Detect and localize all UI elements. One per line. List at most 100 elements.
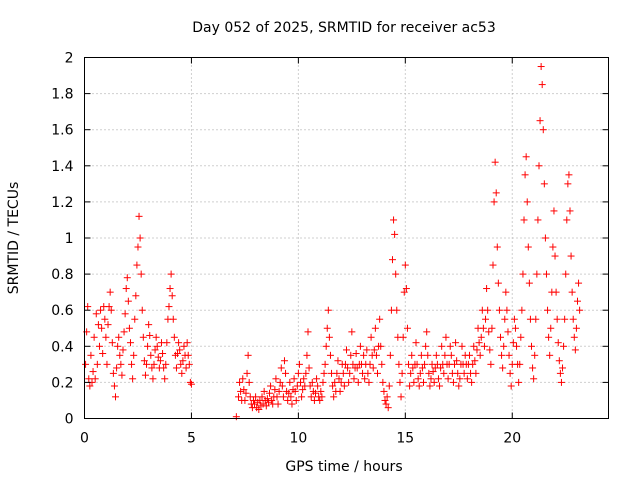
data-point	[485, 328, 493, 336]
data-point	[156, 357, 164, 365]
data-point	[484, 306, 492, 314]
data-point	[344, 364, 352, 372]
data-point	[510, 315, 518, 323]
data-point	[406, 382, 414, 390]
x-tick-label: 15	[396, 431, 414, 447]
data-point	[565, 171, 573, 179]
data-point	[305, 364, 313, 372]
data-point	[570, 333, 578, 341]
data-point	[441, 351, 449, 359]
data-point	[318, 393, 326, 401]
data-point	[105, 303, 113, 311]
data-point	[187, 380, 195, 388]
data-point	[455, 382, 463, 390]
data-point	[98, 324, 106, 332]
y-tick-label: 0.6	[51, 303, 73, 319]
data-point	[516, 360, 524, 368]
data-point	[530, 375, 538, 383]
data-point	[124, 297, 132, 305]
data-point	[372, 351, 380, 359]
data-point	[110, 382, 118, 390]
data-point	[184, 351, 192, 359]
data-point	[469, 360, 477, 368]
data-point	[82, 360, 90, 368]
data-point	[115, 333, 123, 341]
axis-ticks	[84, 57, 609, 419]
data-point	[259, 400, 267, 408]
data-point	[337, 378, 345, 386]
data-point	[258, 393, 266, 401]
y-tick-labels: 0 0.2 0.4 0.6 0.8 1 1.2 1.4 1.6 1.8 2	[51, 51, 73, 428]
y-tick-label: 0.2	[51, 375, 73, 391]
data-point	[544, 306, 552, 314]
data-point	[178, 369, 186, 377]
data-point	[303, 351, 311, 359]
data-point	[313, 375, 321, 383]
data-point	[410, 378, 418, 386]
data-point	[408, 351, 416, 359]
data-point	[237, 387, 245, 395]
data-point	[268, 396, 276, 404]
data-point	[107, 306, 115, 314]
data-point	[504, 328, 512, 336]
data-point	[412, 339, 420, 347]
data-point	[486, 346, 494, 354]
data-point	[488, 324, 496, 332]
data-point	[322, 342, 330, 350]
data-point	[143, 360, 151, 368]
data-point	[137, 270, 145, 278]
data-point	[547, 324, 555, 332]
data-point	[557, 378, 565, 386]
data-point	[113, 364, 121, 372]
data-point	[166, 285, 174, 293]
data-point	[333, 369, 341, 377]
data-point	[367, 333, 375, 341]
data-point	[279, 393, 287, 401]
data-point	[340, 382, 348, 390]
data-point	[391, 230, 399, 238]
data-point	[354, 378, 362, 386]
data-point	[331, 378, 339, 386]
data-point	[90, 333, 98, 341]
data-point	[447, 351, 455, 359]
data-point	[151, 346, 159, 354]
data-point	[314, 382, 322, 390]
data-point	[306, 382, 314, 390]
data-point	[449, 378, 457, 386]
data-point	[446, 342, 454, 350]
data-point	[280, 357, 288, 365]
data-point	[537, 63, 545, 71]
data-point	[522, 153, 530, 161]
data-point	[346, 369, 354, 377]
data-point	[515, 378, 523, 386]
data-point	[499, 364, 507, 372]
data-point	[271, 386, 279, 394]
data-point	[139, 333, 147, 341]
data-point	[511, 324, 519, 332]
data-point	[85, 375, 93, 383]
data-point	[518, 306, 526, 314]
data-point	[317, 387, 325, 395]
data-point	[506, 369, 514, 377]
data-point	[430, 378, 438, 386]
data-point	[99, 350, 107, 358]
data-point	[300, 375, 308, 383]
data-point	[471, 357, 479, 365]
data-point	[434, 375, 442, 383]
data-point	[290, 375, 298, 383]
data-point	[444, 375, 452, 383]
data-point	[529, 364, 537, 372]
data-point	[182, 364, 190, 372]
data-point	[403, 324, 411, 332]
y-tick-label: 0.4	[51, 339, 73, 355]
x-tick-labels: 0 5 10 15 20	[80, 431, 521, 447]
data-point	[536, 117, 544, 125]
data-point	[316, 396, 324, 404]
data-point	[513, 342, 521, 350]
y-tick-label: 0	[65, 412, 74, 428]
data-point	[163, 339, 171, 347]
data-point	[242, 389, 250, 397]
data-point	[311, 389, 319, 397]
data-point	[177, 360, 185, 368]
data-point	[134, 243, 142, 251]
